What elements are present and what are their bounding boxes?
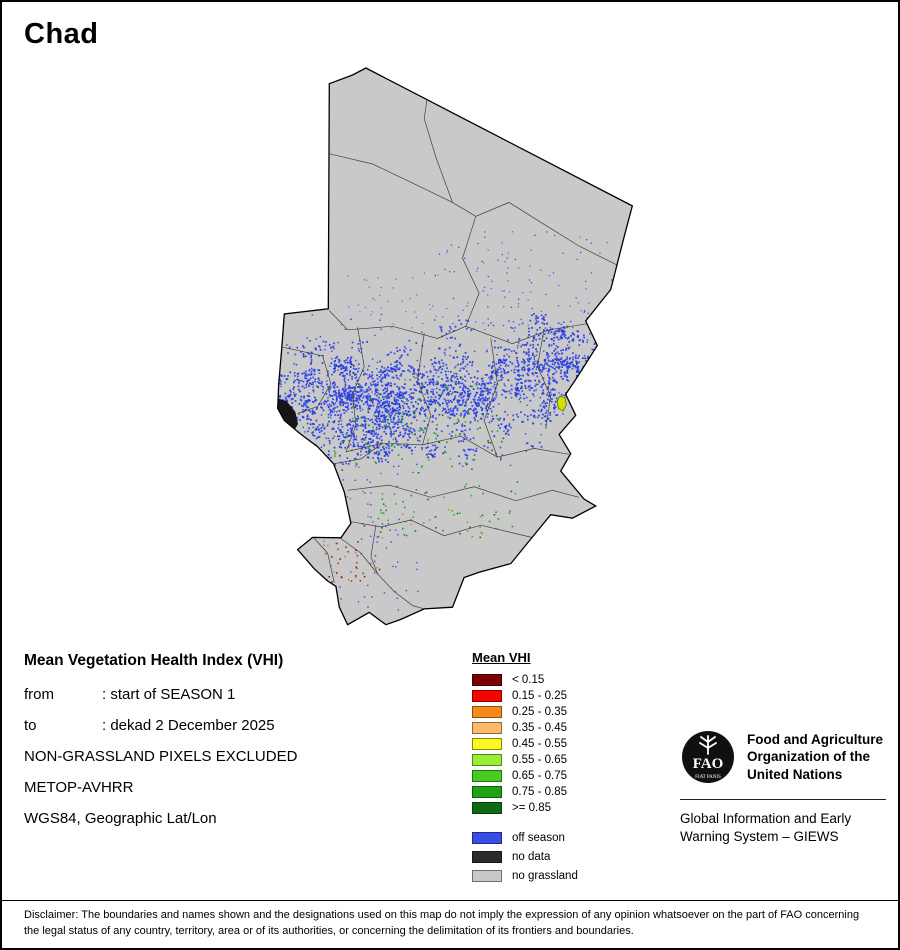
fao-divider (680, 799, 886, 800)
map-info-line: WGS84, Geographic Lat/Lon (24, 810, 217, 827)
legend-title: Mean VHI (472, 650, 531, 665)
legend-swatch (472, 869, 502, 882)
legend-row: 0.55 - 0.65 (472, 752, 662, 768)
legend-label: off season (512, 831, 565, 844)
disclaimer: Disclaimer: The boundaries and names sho… (2, 900, 898, 948)
legend-swatch (472, 690, 502, 702)
legend-label: 0.75 - 0.85 (512, 786, 567, 798)
svg-text:FIAT PANIS: FIAT PANIS (695, 775, 721, 780)
legend-row: 0.25 - 0.35 (472, 704, 662, 720)
legend-label: 0.25 - 0.35 (512, 706, 567, 718)
legend-swatch (472, 770, 502, 782)
legend-label: 0.55 - 0.65 (512, 754, 567, 766)
fao-org-line: Food and Agriculture (747, 732, 883, 748)
legend-row: >= 0.85 (472, 800, 662, 816)
legend-swatch (472, 706, 502, 718)
giews-line: Global Information and Early (680, 811, 852, 826)
legend-swatch (472, 802, 502, 814)
map-info-line: to: dekad 2 December 2025 (24, 717, 275, 734)
fao-logo-icon: FAO FIAT PANIS (682, 731, 734, 783)
legend-label: 0.35 - 0.45 (512, 722, 567, 734)
legend-label: 0.65 - 0.75 (512, 770, 567, 782)
legend-swatch (472, 850, 502, 863)
chad-map (277, 67, 634, 626)
fao-block: FAO FIAT PANIS Food and Agriculture Orga… (680, 728, 886, 846)
legend-row: 0.65 - 0.75 (472, 768, 662, 784)
legend-row: 0.35 - 0.45 (472, 720, 662, 736)
giews-line: Warning System – GIEWS (680, 829, 839, 845)
map-info-line: from: start of SEASON 1 (24, 686, 236, 703)
info-heading: Mean Vegetation Health Index (VHI) (24, 652, 284, 669)
legend-row: 0.45 - 0.55 (472, 736, 662, 752)
map-info: Mean Vegetation Health Index (VHI) from:… (24, 652, 454, 841)
legend-label: < 0.15 (512, 674, 545, 686)
legend-swatch (472, 754, 502, 766)
legend-label: no grassland (512, 869, 578, 882)
legend-entries: < 0.15 0.15 - 0.25 0.25 - 0.35 0.35 - 0.45 0… (472, 672, 662, 816)
fao-header: FAO FIAT PANIS Food and Agriculture Orga… (680, 728, 886, 786)
fao-org-line: Organization of the (747, 749, 870, 765)
legend-label: 0.45 - 0.55 (512, 738, 567, 750)
giews-name: Global Information and Early Warning Sys… (680, 810, 886, 846)
legend-swatch (472, 786, 502, 798)
legend-swatch (472, 831, 502, 844)
legend-swatch (472, 722, 502, 734)
legend: Mean VHI < 0.15 0.15 - 0.25 0.25 - 0.35 0.3… (472, 650, 662, 885)
map-info-line: METOP-AVHRR (24, 779, 134, 796)
fao-org-line: United Nations (747, 766, 843, 782)
legend-row: 0.15 - 0.25 (472, 688, 662, 704)
map-info-line: NON-GRASSLAND PIXELS EXCLUDED (24, 748, 298, 765)
legend-row: < 0.15 (472, 672, 662, 688)
fao-logo-text: FAO (693, 756, 724, 772)
legend-row: no data (472, 847, 662, 866)
legend-row: 0.75 - 0.85 (472, 784, 662, 800)
page-title: Chad (24, 18, 99, 50)
fao-org-name: Food and Agriculture Organization of the… (747, 731, 883, 783)
legend-extra-entries: off season no data no grassland (472, 828, 662, 885)
legend-label: >= 0.85 (512, 802, 552, 814)
legend-row: no grassland (472, 866, 662, 885)
legend-swatch (472, 674, 502, 686)
legend-swatch (472, 738, 502, 750)
legend-label: no data (512, 850, 551, 863)
legend-label: 0.15 - 0.25 (512, 690, 567, 702)
legend-row: off season (472, 828, 662, 847)
map-info-lines: from: start of SEASON 1 to: dekad 2 Decem… (24, 686, 454, 827)
